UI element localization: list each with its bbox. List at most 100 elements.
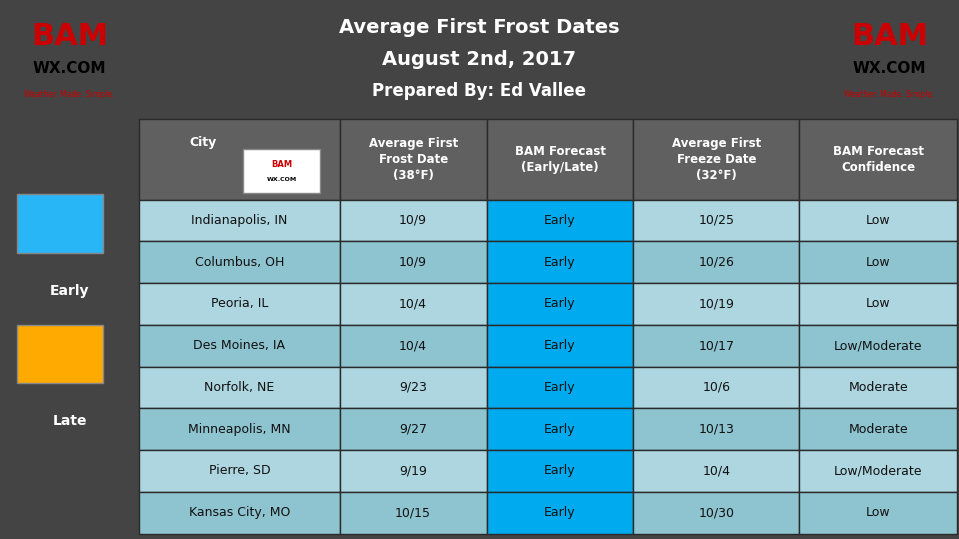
Bar [634,283,799,325]
Bar [339,199,486,241]
Bar [139,199,339,241]
Bar [634,119,799,199]
Bar [486,367,634,409]
Text: BAM: BAM [271,160,292,169]
Bar [799,492,957,534]
Bar [139,492,339,534]
Text: 10/13: 10/13 [698,423,735,436]
Text: Early: Early [544,423,575,436]
Bar [486,241,634,283]
Bar [799,119,957,199]
Text: Early: Early [544,298,575,310]
Bar [799,283,957,325]
Bar [339,367,486,409]
Text: City: City [190,136,217,149]
Text: 10/9: 10/9 [399,255,427,268]
Text: WX.COM: WX.COM [853,61,926,76]
Text: Early: Early [544,465,575,478]
Bar [139,450,339,492]
Text: 10/4: 10/4 [399,339,427,352]
Bar [486,199,634,241]
Bar [634,492,799,534]
Text: Pierre, SD: Pierre, SD [208,465,270,478]
Bar [799,199,957,241]
Bar [16,324,103,383]
Text: 10/6: 10/6 [702,381,731,394]
Text: 10/9: 10/9 [399,214,427,227]
Bar [339,492,486,534]
Bar [799,325,957,367]
Bar [139,119,339,199]
Text: Low: Low [866,255,890,268]
Text: Low: Low [866,506,890,519]
Bar [486,325,634,367]
Text: Weather. Made. Simple.: Weather. Made. Simple. [844,90,935,99]
Text: Des Moines, IA: Des Moines, IA [194,339,286,352]
Text: BAM Forecast
Confidence: BAM Forecast Confidence [832,144,924,174]
Text: BAM Forecast
(Early/Late): BAM Forecast (Early/Late) [515,144,605,174]
Text: Peoria, IL: Peoria, IL [211,298,269,310]
Bar [634,450,799,492]
Bar [339,325,486,367]
Text: 10/4: 10/4 [702,465,731,478]
Bar [799,367,957,409]
Text: Moderate: Moderate [849,423,908,436]
Text: 10/26: 10/26 [698,255,735,268]
Text: 10/19: 10/19 [698,298,735,310]
Bar [16,194,103,253]
Bar [339,283,486,325]
Text: Early: Early [50,284,89,298]
Bar [139,283,339,325]
Text: Columbus, OH: Columbus, OH [195,255,284,268]
Bar [799,409,957,450]
Bar [339,409,486,450]
Text: Weather. Made. Simple.: Weather. Made. Simple. [24,90,115,99]
Bar [339,241,486,283]
Text: 10/30: 10/30 [698,506,735,519]
Bar [486,409,634,450]
Text: Average First Frost Dates: Average First Frost Dates [339,18,620,38]
Bar [634,409,799,450]
Text: 10/25: 10/25 [698,214,735,227]
Bar [139,367,339,409]
Text: Late: Late [53,414,86,429]
Text: Minneapolis, MN: Minneapolis, MN [188,423,291,436]
Text: Moderate: Moderate [849,381,908,394]
Text: 10/17: 10/17 [698,339,735,352]
Bar [486,450,634,492]
Bar [634,367,799,409]
Text: Low: Low [866,214,890,227]
Bar [339,450,486,492]
Bar [486,492,634,534]
Text: WX.COM: WX.COM [33,61,106,76]
Bar [139,409,339,450]
Text: 9/19: 9/19 [399,465,427,478]
Bar [634,241,799,283]
Text: Norfolk, NE: Norfolk, NE [204,381,274,394]
Text: Indianapolis, IN: Indianapolis, IN [191,214,288,227]
Text: Kansas City, MO: Kansas City, MO [189,506,290,519]
Text: Early: Early [544,255,575,268]
Text: Low/Moderate: Low/Moderate [833,339,923,352]
Bar [486,283,634,325]
Text: Low: Low [866,298,890,310]
Text: WX.COM: WX.COM [267,177,296,182]
Bar [244,149,319,193]
Text: 10/15: 10/15 [395,506,432,519]
Bar [799,450,957,492]
Text: 9/23: 9/23 [399,381,427,394]
Text: Low/Moderate: Low/Moderate [833,465,923,478]
Bar [799,241,957,283]
Bar [339,119,486,199]
Text: Early: Early [544,339,575,352]
Bar [634,325,799,367]
Text: BAM: BAM [851,23,928,51]
Text: August 2nd, 2017: August 2nd, 2017 [383,50,576,69]
Text: Average First
Freeze Date
(32°F): Average First Freeze Date (32°F) [671,136,760,182]
Bar [486,119,634,199]
Bar [139,325,339,367]
Text: Average First
Frost Date
(38°F): Average First Frost Date (38°F) [368,136,457,182]
Text: BAM: BAM [31,23,108,51]
Text: 10/4: 10/4 [399,298,427,310]
Text: Early: Early [544,506,575,519]
